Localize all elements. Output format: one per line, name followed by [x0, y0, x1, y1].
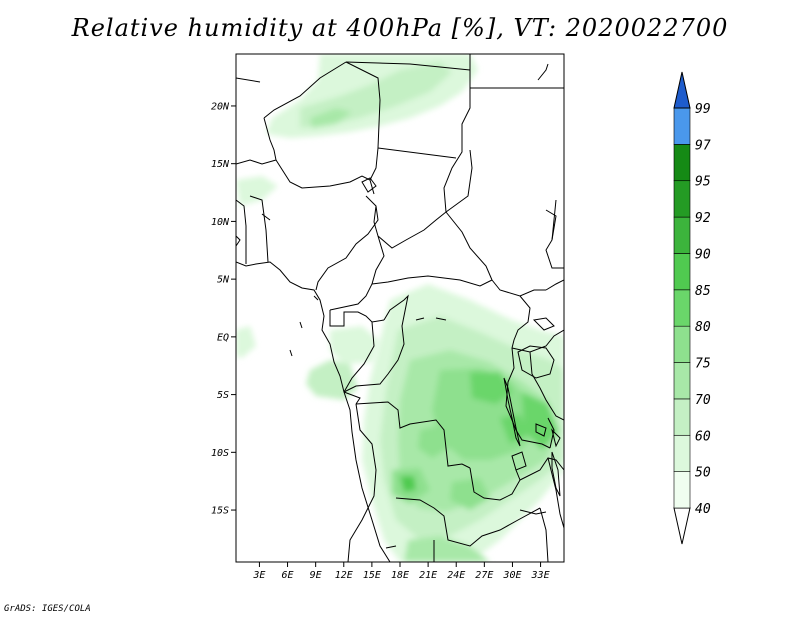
- lon-tick-label: 6E: [282, 570, 294, 581]
- map-title: Relative humidity at 400hPa [%], VT: 202…: [71, 14, 729, 42]
- colorbar-below-arrow: [673, 507, 691, 545]
- colorbar-segment: [673, 107, 691, 145]
- lon-tick-label: 3E: [252, 570, 265, 581]
- colorbar-label: 75: [695, 357, 711, 372]
- latitude-axis: 20N 15N 10N 5N EQ 5S 10S 15S: [211, 101, 236, 517]
- colorbar-label: 80: [695, 320, 711, 335]
- lat-tick-label: 5N: [217, 275, 230, 286]
- colorbar-segment: [673, 471, 691, 509]
- colorbar-label: 40: [695, 502, 711, 517]
- lon-tick-label: 15E: [363, 570, 381, 581]
- colorbar-segment: [673, 144, 691, 182]
- colorbar: 40 50 60 70 75 80 85 90 92 95 97 99: [673, 71, 711, 545]
- colorbar-above-arrow: [673, 71, 691, 109]
- lat-tick-label: 15S: [211, 506, 229, 517]
- lon-tick-label: 30E: [502, 570, 521, 581]
- humidity-shading: [236, 54, 564, 562]
- lon-tick-label: 33E: [531, 570, 550, 581]
- lat-tick-label: EQ: [217, 332, 229, 343]
- colorbar-label: 70: [695, 393, 711, 408]
- longitude-axis: 3E 6E 9E 12E 15E 18E 21E 24E 27E 30E 33E: [252, 562, 550, 581]
- colorbar-label: 97: [695, 138, 711, 153]
- lat-tick-label: 10N: [211, 217, 230, 228]
- colorbar-label: 60: [695, 429, 711, 444]
- lon-tick-label: 9E: [310, 570, 322, 581]
- colorbar-label: 85: [695, 284, 711, 299]
- lon-tick-label: 21E: [419, 570, 437, 581]
- colorbar-label: 99: [695, 102, 711, 117]
- lat-tick-label: 10S: [211, 448, 229, 459]
- country-boundaries: [236, 54, 564, 562]
- colorbar-label: 50: [695, 466, 711, 481]
- colorbar-segment: [673, 325, 691, 363]
- colorbar-segment: [673, 289, 691, 327]
- lon-tick-label: 27E: [475, 570, 493, 581]
- colorbar-segment: [673, 434, 691, 472]
- colorbar-segment: [673, 253, 691, 291]
- colorbar-segment: [673, 398, 691, 436]
- lat-tick-label: 5S: [217, 390, 229, 401]
- lat-tick-label: 20N: [211, 101, 230, 112]
- colorbar-label: 92: [695, 211, 711, 226]
- colorbar-segment: [673, 180, 691, 218]
- colorbar-label: 90: [695, 247, 711, 262]
- colorbar-segment: [673, 362, 691, 400]
- lat-tick-label: 15N: [211, 159, 230, 170]
- lon-tick-label: 18E: [391, 570, 409, 581]
- colorbar-segment: [673, 216, 691, 254]
- lon-tick-label: 24E: [447, 570, 465, 581]
- credit-label: GrADS: IGES/COLA: [4, 604, 91, 614]
- lon-tick-label: 12E: [335, 570, 353, 581]
- colorbar-label: 95: [695, 175, 711, 190]
